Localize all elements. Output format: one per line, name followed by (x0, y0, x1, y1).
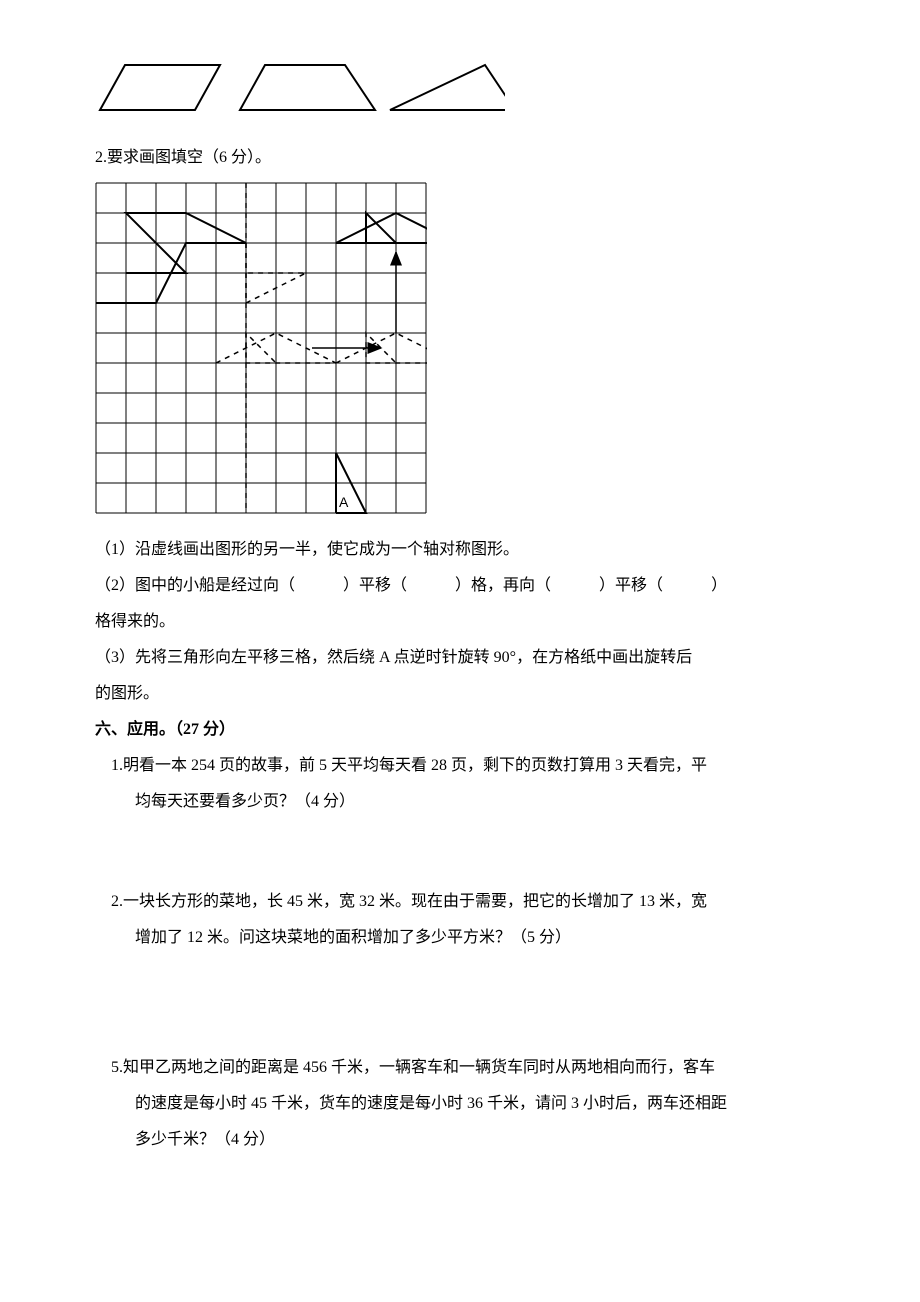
triangle-shape (390, 65, 505, 110)
sub-q1: （1）沿虚线画出图形的另一半，使它成为一个轴对称图形。 (95, 534, 825, 566)
q2-title: 2.要求画图填空（6 分）。 (95, 142, 825, 174)
sub-q2: （2）图中的小船是经过向（ ）平移（ ）格，再向（ ）平移（ ） (95, 570, 825, 602)
shapes-row (95, 60, 825, 132)
problem-5-line1: 5.知甲乙两地之间的距离是 456 千米，一辆客车和一辆货车同时从两地相向而行，… (95, 1052, 825, 1084)
trapezoid-shape (240, 65, 375, 110)
sub2-p2: ）平移（ (343, 577, 407, 594)
sub-q3-line2: 的图形。 (95, 678, 825, 710)
sub2-p1: （2）图中的小船是经过向（ (95, 577, 295, 594)
problem-1-line1: 1.明看一本 254 页的故事，前 5 天平均每天看 28 页，剩下的页数打算用… (95, 750, 825, 782)
problem-1-line2: 均每天还要看多少页？（4 分） (95, 786, 825, 818)
sub2-p5: ） (711, 577, 727, 594)
problem-2-line2: 增加了 12 米。问这块菜地的面积增加了多少平方米？（5 分） (95, 922, 825, 954)
problem-5-line2: 的速度是每小时 45 千米，货车的速度是每小时 36 千米，请问 3 小时后，两… (95, 1088, 825, 1120)
answer-space-2 (95, 958, 825, 1048)
sub2-p3: ）格，再向（ (455, 577, 551, 594)
sub-q2-line2: 格得来的。 (95, 606, 825, 638)
problem-5-line3: 多少千米？（4 分） (95, 1124, 825, 1156)
sub2-p4: ）平移（ (599, 577, 663, 594)
parallelogram-shape (100, 65, 220, 110)
problem-2-line1: 2.一块长方形的菜地，长 45 米，宽 32 米。现在由于需要，把它的长增加了 … (95, 886, 825, 918)
sub-q3-line1: （3）先将三角形向左平移三格，然后绕 A 点逆时针旋转 90°，在方格纸中画出旋… (95, 642, 825, 674)
shapes-svg (95, 60, 505, 120)
svg-text:A: A (339, 494, 349, 510)
grid-figure: A (95, 182, 825, 526)
grid-svg: A (95, 182, 427, 514)
section-6-header: 六、应用。（27 分） (95, 714, 825, 746)
answer-space-1 (95, 822, 825, 882)
